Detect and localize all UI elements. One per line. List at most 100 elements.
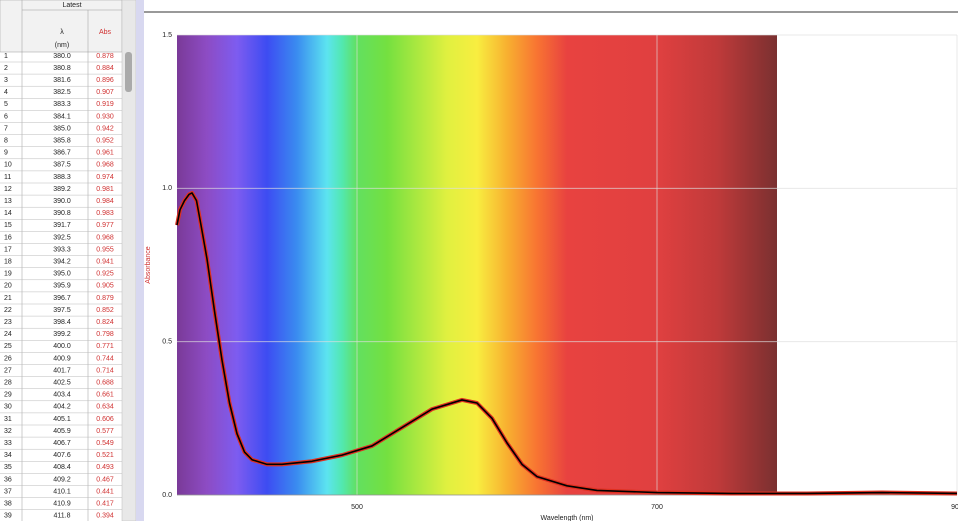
absorbance-cell: 0.879	[96, 295, 114, 302]
row-number: 11	[4, 174, 11, 181]
scroll-thumb[interactable]	[125, 52, 132, 92]
wavelength-cell: 388.3	[53, 174, 71, 181]
row-number: 38	[4, 501, 12, 508]
table-title: Latest	[62, 2, 81, 9]
row-number: 15	[4, 222, 12, 229]
row-number: 36	[4, 476, 12, 483]
row-number: 5	[4, 101, 8, 108]
absorbance-cell: 0.852	[96, 307, 114, 314]
row-number: 13	[4, 198, 12, 205]
row-number: 19	[4, 271, 12, 278]
row-number: 25	[4, 343, 12, 350]
column-header: λ	[60, 29, 64, 36]
row-number: 7	[4, 125, 8, 132]
absorbance-cell: 0.606	[96, 416, 114, 423]
row-number: 17	[4, 246, 12, 253]
wavelength-cell: 410.1	[53, 488, 71, 495]
absorbance-cell: 0.941	[96, 259, 114, 266]
absorbance-cell: 0.896	[96, 77, 114, 84]
absorbance-cell: 0.984	[96, 198, 114, 205]
row-number: 29	[4, 392, 12, 399]
wavelength-cell: 403.4	[53, 392, 71, 399]
wavelength-cell: 407.6	[53, 452, 71, 459]
row-number: 31	[4, 416, 12, 423]
row-number: 10	[4, 162, 12, 169]
absorbance-cell: 0.688	[96, 380, 114, 387]
wavelength-cell: 385.0	[53, 125, 71, 132]
wavelength-cell: 396.7	[53, 295, 71, 302]
row-number: 28	[4, 380, 12, 387]
spectrum-background	[177, 35, 777, 495]
wavelength-cell: 404.2	[53, 404, 71, 411]
absorbance-cell: 0.961	[96, 150, 114, 157]
wavelength-cell: 409.2	[53, 476, 71, 483]
column-unit: (nm)	[55, 42, 69, 49]
row-number: 14	[4, 210, 12, 217]
wavelength-cell: 402.5	[53, 380, 71, 387]
row-number: 27	[4, 367, 12, 374]
row-number: 37	[4, 488, 12, 495]
x-tick-label: 900	[951, 504, 958, 511]
row-number: 39	[4, 513, 12, 520]
row-number: 1	[4, 53, 8, 60]
absorbance-cell: 0.905	[96, 283, 114, 290]
absorbance-cell: 0.493	[96, 464, 114, 471]
column-header: Abs	[99, 29, 112, 36]
absorbance-cell: 0.441	[96, 488, 114, 495]
absorbance-cell: 0.942	[96, 125, 114, 132]
wavelength-cell: 405.9	[53, 428, 71, 435]
absorbance-cell: 0.634	[96, 404, 114, 411]
absorbance-cell: 0.521	[96, 452, 114, 459]
x-axis-label: Wavelength (nm)	[540, 515, 593, 521]
absorbance-cell: 0.714	[96, 367, 114, 374]
absorbance-cell: 0.907	[96, 89, 114, 96]
wavelength-cell: 385.8	[53, 138, 71, 145]
wavelength-cell: 380.8	[53, 65, 71, 72]
wavelength-cell: 386.7	[53, 150, 71, 157]
wavelength-cell: 400.0	[53, 343, 71, 350]
divider	[136, 0, 144, 521]
row-number: 21	[4, 295, 12, 302]
absorbance-cell: 0.549	[96, 440, 114, 447]
row-number: 2	[4, 65, 8, 72]
absorbance-cell: 0.824	[96, 319, 114, 326]
wavelength-cell: 406.7	[53, 440, 71, 447]
wavelength-cell: 392.5	[53, 234, 71, 241]
wavelength-cell: 408.4	[53, 464, 71, 471]
row-number: 32	[4, 428, 12, 435]
wavelength-cell: 410.9	[53, 501, 71, 508]
wavelength-cell: 395.9	[53, 283, 71, 290]
absorbance-cell: 0.467	[96, 476, 114, 483]
row-number: 35	[4, 464, 12, 471]
wavelength-cell: 389.2	[53, 186, 71, 193]
wavelength-cell: 400.9	[53, 355, 71, 362]
trace-line	[176, 192, 958, 495]
absorbance-cell: 0.884	[96, 65, 114, 72]
absorbance-cell: 0.394	[96, 513, 114, 520]
absorbance-cell: 0.925	[96, 271, 114, 278]
absorbance-cell: 0.417	[96, 501, 114, 508]
wavelength-cell: 384.1	[53, 113, 71, 120]
wavelength-cell: 380.0	[53, 53, 71, 60]
row-number: 12	[4, 186, 12, 193]
wavelength-cell: 397.5	[53, 307, 71, 314]
absorbance-cell: 0.977	[96, 222, 114, 229]
absorbance-cell: 0.952	[96, 138, 114, 145]
absorbance-cell: 0.798	[96, 331, 114, 338]
wavelength-cell: 395.0	[53, 271, 71, 278]
row-number: 34	[4, 452, 12, 459]
absorbance-cell: 0.983	[96, 210, 114, 217]
wavelength-cell: 387.5	[53, 162, 71, 169]
row-number: 8	[4, 138, 8, 145]
row-number: 9	[4, 150, 8, 157]
row-number: 4	[4, 89, 8, 96]
wavelength-cell: 391.7	[53, 222, 71, 229]
row-number: 26	[4, 355, 12, 362]
y-tick-label: 1.5	[162, 32, 172, 39]
absorbance-cell: 0.744	[96, 355, 114, 362]
row-number: 24	[4, 331, 12, 338]
wavelength-cell: 393.3	[53, 246, 71, 253]
absorbance-cell: 0.661	[96, 392, 114, 399]
wavelength-cell: 383.3	[53, 101, 71, 108]
